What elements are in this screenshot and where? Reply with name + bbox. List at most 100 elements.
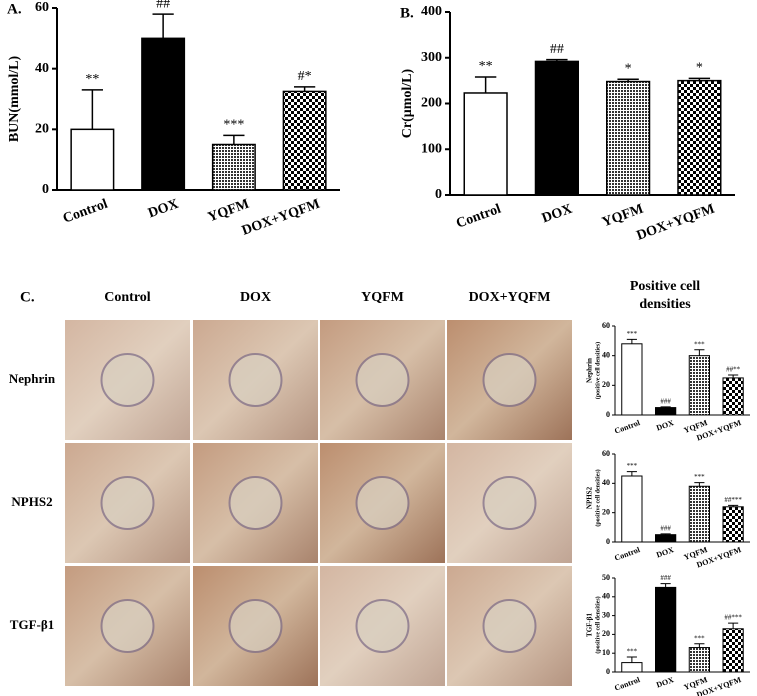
significance-label: ##*** [724, 496, 742, 504]
significance-label: *** [627, 462, 638, 470]
bar [677, 79, 722, 196]
x-tick-label: DOX [655, 675, 675, 690]
y-tick-label: 20 [35, 122, 49, 137]
bar [722, 506, 744, 543]
error-bar [660, 583, 671, 588]
glomerulus [482, 353, 537, 407]
x-tick-label: Control [61, 197, 110, 227]
x-tick-label: YQFM [600, 202, 645, 231]
bar [621, 475, 643, 543]
glomerulus [100, 353, 155, 407]
significance-label: ## [550, 42, 564, 57]
x-tick-label: DOX [146, 197, 180, 222]
x-tick-label: DOX [655, 418, 675, 433]
chart-title: B. [400, 5, 414, 21]
x-tick-label: DOX [540, 202, 574, 227]
x-tick-label: Control [613, 545, 642, 563]
glomerulus [100, 599, 155, 653]
bar [688, 485, 710, 543]
column-header: DOX+YQFM [469, 290, 551, 305]
bar [655, 586, 677, 673]
error-bar [81, 89, 103, 130]
micrograph-grid [65, 320, 572, 686]
y-tick-label: 60 [602, 449, 610, 458]
bar [688, 647, 710, 673]
y-tick-label: 20 [602, 507, 610, 516]
error-bar [728, 504, 739, 507]
error-bar [223, 134, 245, 145]
y-tick-label: 10 [602, 648, 610, 657]
y-axis-label: NPHS2 [586, 486, 594, 509]
significance-label: ### [660, 525, 671, 533]
significance-label: ### [660, 574, 671, 582]
y-tick-label: 0 [606, 410, 610, 419]
y-tick-label: 20 [602, 629, 610, 638]
glomerulus [355, 476, 410, 530]
y-tick-label: 60 [602, 321, 610, 330]
bar [722, 628, 744, 673]
x-tick-label: DOX+YQFM [635, 202, 717, 244]
y-tick-label: 40 [602, 592, 610, 601]
significance-label: *** [694, 340, 705, 348]
y-tick-label: 400 [421, 4, 442, 19]
chart-title: A. [7, 1, 22, 17]
significance-label: *** [694, 473, 705, 481]
bar [463, 92, 508, 196]
bar [621, 343, 643, 416]
x-tick-label: Control [613, 418, 642, 436]
significance-label: * [696, 61, 703, 76]
error-bar [728, 374, 739, 378]
y-tick-label: 50 [602, 573, 610, 582]
row-label: TGF-β1 [10, 617, 54, 632]
significance-label: ##** [726, 366, 741, 374]
significance-label: ## [156, 0, 170, 11]
significance-label: *** [223, 118, 244, 133]
row-label: Nephrin [9, 371, 56, 386]
column-header: DOX [240, 290, 271, 305]
error-bar [152, 13, 174, 39]
y-axis-label: (positive cell densities) [594, 469, 601, 526]
error-bar [694, 349, 705, 356]
y-axis-label: Nephrin [586, 358, 594, 383]
error-bar [626, 656, 637, 663]
significance-label: *** [627, 330, 638, 338]
glomerulus [100, 476, 155, 530]
error-bar [728, 622, 739, 629]
panel-label: C. [20, 289, 35, 305]
y-tick-label: 0 [42, 182, 49, 197]
error-bar [688, 77, 711, 81]
error-bar [660, 533, 671, 535]
y-axis-label: TGF-β1 [586, 613, 594, 637]
significance-label: ** [85, 72, 99, 87]
significance-label: *** [694, 634, 705, 642]
significance-label: ** [479, 59, 493, 74]
column-header: Control [104, 290, 151, 305]
bar [722, 377, 744, 416]
error-bar [474, 76, 497, 93]
significance-label: ##*** [724, 614, 742, 622]
glomerulus [228, 599, 283, 653]
error-bar [626, 338, 637, 344]
x-tick-label: YQFM [206, 197, 251, 226]
y-tick-label: 30 [602, 610, 610, 619]
side-title: Positive cell [630, 279, 700, 294]
y-tick-label: 100 [421, 141, 442, 156]
bar [211, 143, 256, 191]
bar [606, 80, 651, 196]
error-bar [694, 643, 705, 648]
significance-label: #* [298, 69, 312, 84]
y-tick-label: 300 [421, 50, 442, 65]
bar [688, 355, 710, 416]
y-tick-label: 40 [602, 350, 610, 359]
glomerulus [355, 353, 410, 407]
significance-label: ### [660, 397, 671, 405]
error-bar [617, 78, 639, 82]
side-title: densities [639, 297, 691, 312]
bar [282, 90, 327, 191]
x-tick-label: Control [454, 202, 503, 232]
error-bar [546, 58, 568, 62]
x-tick-label: DOX [655, 545, 675, 560]
column-header: YQFM [361, 290, 404, 305]
error-bar [294, 86, 316, 92]
bar [70, 128, 115, 191]
